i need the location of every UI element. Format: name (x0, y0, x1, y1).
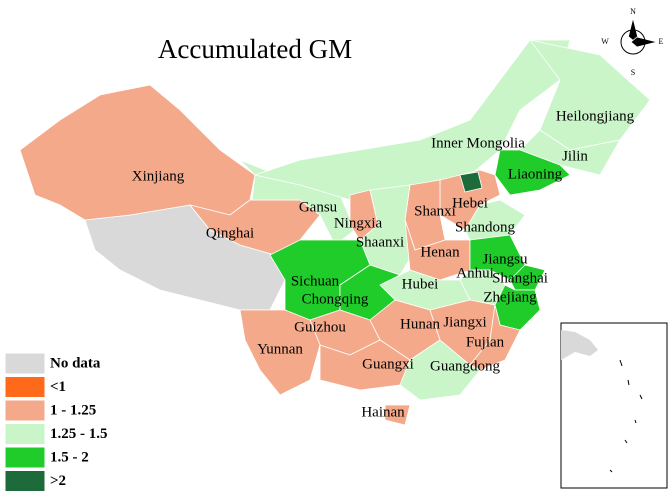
compass-n: N (630, 7, 636, 16)
province (494, 149, 571, 196)
province (239, 309, 321, 396)
province-label: Hubei (402, 276, 439, 292)
province-label: Ningxia (334, 215, 383, 231)
legend-label: 1 - 1.25 (50, 402, 96, 418)
province-label: Liaoning (508, 166, 563, 182)
province-label: Jilin (562, 148, 588, 164)
legend-label: 1.5 - 2 (50, 449, 89, 465)
compass-arrow (630, 36, 658, 48)
legend-swatch (4, 352, 46, 375)
province-label: Guizhou (294, 319, 346, 335)
legend-swatch (4, 470, 46, 492)
province-label: Heilongjiang (556, 108, 635, 124)
province (399, 339, 481, 401)
legend-swatch (4, 446, 46, 469)
legend-label: No data (50, 355, 101, 371)
labels: Xinjiang Qinghai Gansu Inner Mongolia Heilon… (132, 108, 635, 420)
province (509, 264, 546, 291)
compass-s: S (631, 68, 635, 77)
legend-swatch (4, 423, 46, 445)
province-label: Shanghai (492, 270, 548, 286)
legend-swatch (4, 399, 46, 422)
province-label: Hunan (400, 316, 440, 332)
province-label: Shanxi (414, 203, 456, 219)
province-label: Anhui (456, 265, 494, 281)
province-label: Hebei (452, 195, 488, 211)
province-label: Jiangsu (483, 251, 529, 267)
beijing (459, 171, 483, 193)
inset-map (560, 322, 668, 489)
legend: No data <1 1 - 1.25 1.25 - 1.5 1.5 - 2 >2 (4, 352, 108, 492)
compass-ring (620, 29, 646, 55)
province-label: Shaanxi (356, 234, 404, 250)
regions (19, 39, 651, 426)
province-label: Guangdong (430, 358, 500, 374)
map-title: Accumulated GM (158, 34, 352, 64)
province (469, 304, 521, 371)
province-label: Chongqing (302, 291, 369, 307)
province-label: Gansu (299, 199, 338, 215)
compass-e: E (659, 37, 664, 46)
province-label: Fujian (466, 334, 505, 350)
province-label: Inner Mongolia (431, 135, 525, 151)
legend-label: 1.25 - 1.5 (50, 426, 108, 442)
province-label: Qinghai (206, 225, 254, 241)
legend-label: <1 (50, 379, 66, 395)
inset-land (561, 330, 598, 360)
province (384, 404, 411, 426)
province-label: Jiangxi (443, 314, 486, 330)
province-label: Shandong (455, 219, 516, 235)
province-label: Hainan (361, 404, 405, 420)
compass: N S E W (601, 7, 663, 77)
province-label: Henan (420, 244, 460, 260)
compass-w: W (601, 37, 609, 46)
province (439, 169, 501, 231)
province-label: Yunnan (257, 341, 303, 357)
legend-label: >2 (50, 473, 66, 489)
province-label: Sichuan (291, 273, 340, 289)
legend-swatch (4, 376, 46, 398)
province-label: Zhejiang (483, 289, 537, 305)
province-label: Xinjiang (132, 168, 185, 184)
province-label: Guangxi (362, 356, 414, 372)
inset-islands (609, 359, 643, 473)
